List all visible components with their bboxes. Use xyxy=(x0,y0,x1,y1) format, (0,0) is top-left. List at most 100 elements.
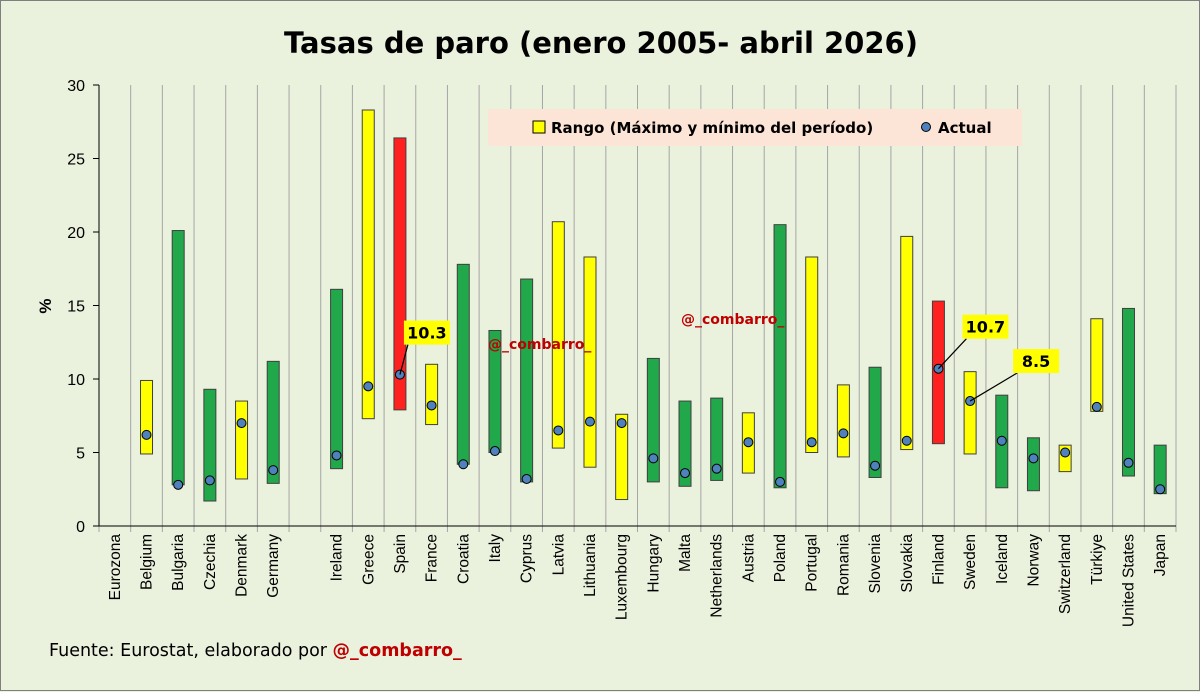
range-bar xyxy=(615,413,629,501)
range-bar xyxy=(551,221,565,449)
actual-point xyxy=(363,381,374,392)
y-axis-label: % xyxy=(36,298,55,313)
x-tick-label: Eurozona xyxy=(107,534,124,601)
range-bar xyxy=(900,235,914,451)
actual-point xyxy=(458,459,469,470)
x-tick-label: Austria xyxy=(740,534,757,583)
range-bar xyxy=(773,224,787,489)
actual-point xyxy=(553,425,564,436)
x-tick-label: France xyxy=(424,534,441,582)
actual-point xyxy=(806,437,817,448)
x-tick-label: Sweden xyxy=(962,534,979,590)
range-bar xyxy=(456,263,470,465)
x-tick-label: Italy xyxy=(487,534,504,563)
range-bar xyxy=(963,371,977,455)
range-bar xyxy=(710,397,724,481)
legend: Rango (Máximo y mínimo del período) Actu… xyxy=(488,109,1022,146)
actual-point xyxy=(489,446,500,457)
actual-point xyxy=(870,460,881,471)
x-tick-label: Ireland xyxy=(329,534,346,581)
x-tick-label: Iceland xyxy=(994,534,1011,584)
actual-point xyxy=(268,465,279,476)
x-tick-label: Finland xyxy=(930,534,947,585)
actual-point xyxy=(901,435,912,446)
actual-point xyxy=(996,435,1007,446)
x-tick-label: Norway xyxy=(1025,534,1042,587)
legend-actual-marker xyxy=(921,122,931,132)
range-bar xyxy=(868,366,882,478)
actual-point xyxy=(521,473,532,484)
actual-point xyxy=(711,463,722,474)
actual-point xyxy=(426,400,437,411)
watermark: @_combarro_ xyxy=(681,312,784,328)
legend-actual-label: Actual xyxy=(938,119,992,137)
actual-point xyxy=(584,416,595,427)
y-axis: 0 5 10 15 20 25 30 xyxy=(67,78,100,536)
x-tick-label: Bulgaria xyxy=(170,534,187,591)
x-tick-label: Spain xyxy=(392,534,409,574)
x-tick-label: Belgium xyxy=(139,534,156,590)
y-tick-label: 20 xyxy=(67,225,85,242)
actual-point xyxy=(616,418,627,429)
x-tick-label: Romania xyxy=(835,534,852,596)
actual-point xyxy=(236,418,247,429)
x-tick-label: Czechia xyxy=(202,534,219,590)
range-bar xyxy=(393,137,407,411)
actual-point xyxy=(775,476,786,487)
actual-point xyxy=(648,453,659,464)
range-bar xyxy=(235,400,249,480)
range-bar xyxy=(1026,437,1040,492)
x-tick-label: Germany xyxy=(265,534,282,598)
actual-point xyxy=(1123,457,1134,468)
source-note: Fuente: Eurostat, elaborado por @_combar… xyxy=(49,641,462,661)
range-bar xyxy=(140,379,154,455)
actual-point xyxy=(1155,484,1166,495)
x-tick-label: Portugal xyxy=(804,534,821,592)
actual-point xyxy=(141,429,152,440)
value-callouts: 10.3 10.7 8.5 xyxy=(399,314,1060,402)
source-prefix: Fuente: Eurostat, elaborado por xyxy=(49,641,333,661)
range-bar xyxy=(1121,307,1135,477)
range-bar xyxy=(266,360,280,484)
range-bar xyxy=(330,288,344,470)
x-tick-label: Luxembourg xyxy=(614,534,631,620)
x-tick-label: Switzerland xyxy=(1057,534,1074,614)
callout-label: 8.5 xyxy=(1022,352,1050,371)
legend-range-label: Rango (Máximo y mínimo del período) xyxy=(551,119,873,137)
x-tick-label: Latvia xyxy=(550,534,567,576)
range-bar xyxy=(583,256,597,468)
source-handle: @_combarro_ xyxy=(333,641,463,661)
range-bar xyxy=(646,357,660,483)
actual-point xyxy=(680,468,691,479)
range-bar xyxy=(425,363,439,426)
callout-leader xyxy=(937,338,967,370)
x-tick-label: Japan xyxy=(1152,534,1169,576)
callout-box xyxy=(1013,349,1060,374)
y-tick-label: 25 xyxy=(67,152,85,169)
x-tick-label: United States xyxy=(1120,534,1137,627)
actual-point xyxy=(838,428,849,439)
callout-leader xyxy=(969,372,1018,402)
actual-point xyxy=(331,450,342,461)
range-bar xyxy=(1090,318,1104,412)
callout-box xyxy=(403,320,450,345)
x-tick-label: Croatia xyxy=(455,534,472,584)
actual-point xyxy=(204,475,215,486)
category-dividers xyxy=(98,85,1177,532)
range-bar xyxy=(203,388,217,502)
range-bar xyxy=(361,109,375,420)
legend-background xyxy=(488,109,1022,146)
actual-point xyxy=(1028,453,1039,464)
x-tick-label: Poland xyxy=(772,534,789,582)
callout-label: 10.3 xyxy=(407,324,446,343)
actual-point xyxy=(1060,447,1071,458)
actual-points xyxy=(141,363,1166,495)
x-tick-label: Hungary xyxy=(645,534,662,593)
x-tick-label: Slovenia xyxy=(867,534,884,594)
range-bar xyxy=(805,256,819,453)
actual-point xyxy=(743,437,754,448)
x-tick-label: Denmark xyxy=(234,534,251,597)
x-axis: Eurozona Belgium Bulgaria Czechia Denmark Ger… xyxy=(99,525,1176,627)
callout-box xyxy=(962,314,1009,339)
